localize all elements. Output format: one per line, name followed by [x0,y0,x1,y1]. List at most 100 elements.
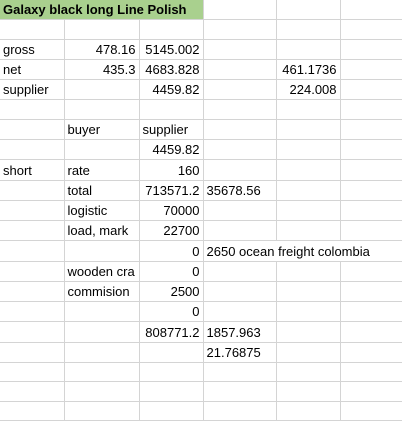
cell[interactable] [139,381,204,402]
cell[interactable] [203,79,277,101]
supplier-e-cell[interactable]: 224.008 [276,79,341,101]
total-value-cell[interactable]: 713571.2 [139,180,204,201]
title-cell[interactable]: Galaxy black long Line Polish [0,0,204,21]
net-b-cell[interactable]: 435.3 [64,59,140,81]
supplier-c-cell[interactable]: 4459.82 [139,79,204,101]
cell[interactable] [203,99,277,120]
cell[interactable] [340,19,402,40]
cell[interactable] [64,381,140,402]
cell[interactable] [0,281,65,303]
cell[interactable] [340,159,402,181]
cell[interactable] [64,19,140,40]
cell[interactable] [203,281,277,303]
cell[interactable] [203,0,277,21]
cell[interactable] [340,301,402,323]
net-c-cell[interactable]: 4683.828 [139,59,204,81]
cell[interactable] [340,261,402,282]
cell[interactable] [340,119,402,140]
cell[interactable] [0,261,65,282]
cell[interactable] [0,220,65,242]
cell[interactable] [340,362,402,383]
cell[interactable] [0,362,65,383]
cell[interactable] [0,180,65,201]
sum-d-cell[interactable]: 1857.963 [203,321,277,343]
cell[interactable] [340,59,402,81]
cell[interactable] [203,261,277,282]
ratio-d-cell[interactable]: 21.76875 [203,342,277,364]
cell[interactable] [203,220,277,242]
cell[interactable] [340,220,402,242]
cell[interactable] [340,281,402,303]
cell[interactable] [276,159,341,181]
cell[interactable] [276,220,341,242]
cell[interactable] [276,321,341,343]
cell[interactable] [0,139,65,161]
cell[interactable] [0,381,65,402]
cell[interactable] [203,362,277,383]
cell[interactable] [0,99,65,120]
cell[interactable] [276,39,341,60]
short-label-cell[interactable]: short [0,159,65,181]
cell[interactable] [64,240,140,262]
cell[interactable] [203,39,277,60]
cell[interactable] [276,342,341,364]
cell[interactable] [276,281,341,303]
load-mark-label-cell[interactable]: load, mark [64,220,140,242]
cell[interactable] [203,301,277,323]
cell[interactable] [64,342,140,364]
cell[interactable] [203,381,277,402]
cell[interactable] [0,401,65,421]
cell[interactable] [64,321,140,343]
net-label-cell[interactable]: net [0,59,65,81]
cell[interactable] [203,59,277,81]
cell[interactable] [276,119,341,140]
sum-value-cell[interactable]: 808771.2 [139,321,204,343]
commision-label-cell[interactable]: commision [64,281,140,303]
cell[interactable] [64,79,140,101]
rate-value-cell[interactable]: 160 [139,159,204,181]
logistic-label-cell[interactable]: logistic [64,200,140,222]
cell[interactable] [340,79,402,101]
cell[interactable] [276,0,341,21]
wooden-value-cell[interactable]: 0 [139,261,204,282]
cell[interactable] [64,99,140,120]
cell[interactable] [276,200,341,222]
cell[interactable] [0,321,65,343]
supplier-label-cell[interactable]: supplier [0,79,65,101]
total-d-cell[interactable]: 35678.56 [203,180,277,201]
supplier-value-cell[interactable]: 4459.82 [139,139,204,161]
supplier-header-cell[interactable]: supplier [139,119,204,140]
cell[interactable] [203,119,277,140]
cell[interactable] [276,139,341,161]
freight-note-cell[interactable]: 2650 ocean freight colombia [203,240,402,262]
cell[interactable] [203,401,277,421]
freight-c-cell[interactable]: 0 [139,240,204,262]
cell[interactable] [340,39,402,60]
cell[interactable] [276,99,341,120]
cell[interactable] [276,381,341,402]
cell[interactable] [340,0,402,21]
cell[interactable] [276,180,341,201]
cell[interactable] [340,180,402,201]
cell[interactable] [139,99,204,120]
cell[interactable] [276,261,341,282]
wooden-label-cell[interactable]: wooden cra [64,261,140,282]
commision-value-cell[interactable]: 2500 [139,281,204,303]
cell[interactable] [0,301,65,323]
cell[interactable] [276,362,341,383]
gross-c-cell[interactable]: 5145.002 [139,39,204,60]
cell[interactable] [340,321,402,343]
load-mark-value-cell[interactable]: 22700 [139,220,204,242]
cell[interactable] [203,200,277,222]
buyer-header-cell[interactable]: buyer [64,119,140,140]
total-label-cell[interactable]: total [64,180,140,201]
gross-label-cell[interactable]: gross [0,39,65,60]
cell[interactable] [0,240,65,262]
gross-b-cell[interactable]: 478.16 [64,39,140,60]
cell[interactable] [276,401,341,421]
cell[interactable] [340,381,402,402]
cell[interactable] [64,139,140,161]
cell[interactable] [276,19,341,40]
cell[interactable] [340,139,402,161]
cell[interactable] [203,19,277,40]
